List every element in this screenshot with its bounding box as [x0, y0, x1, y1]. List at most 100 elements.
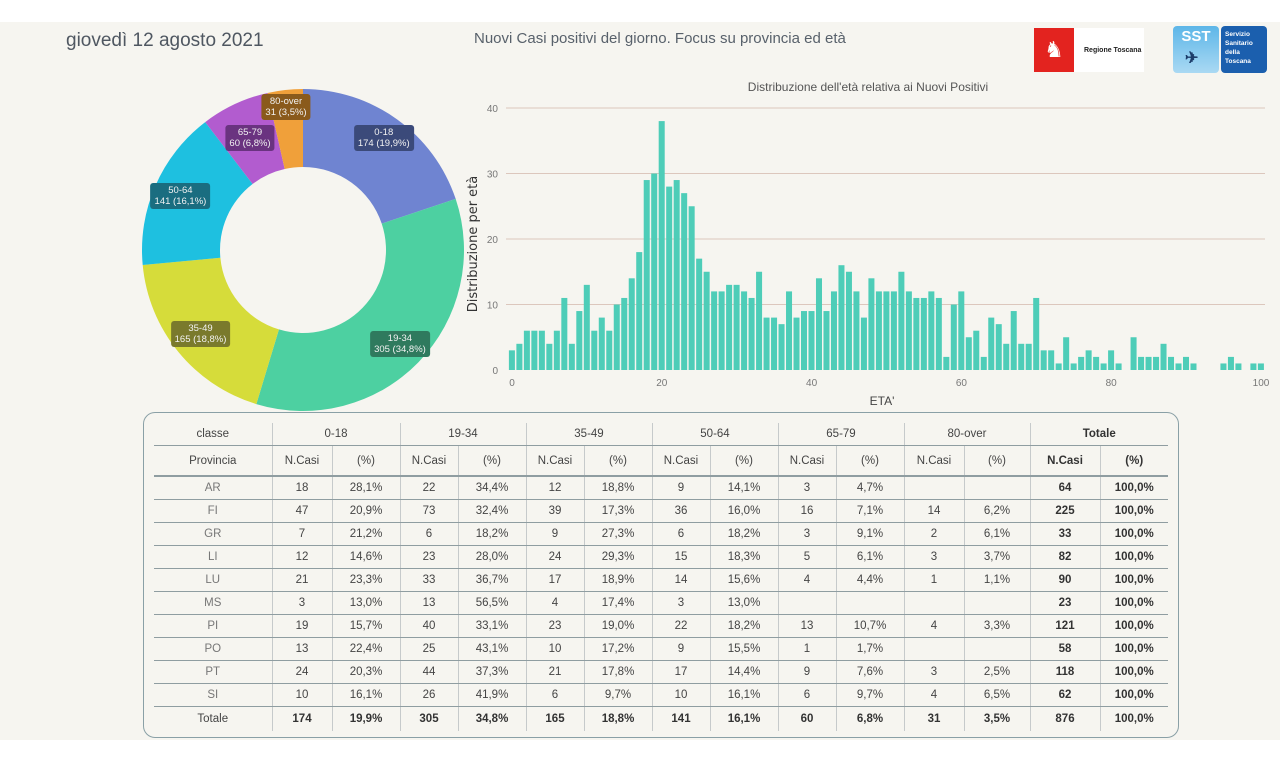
histogram-bar[interactable] — [1085, 350, 1092, 370]
histogram-bar[interactable] — [1130, 337, 1137, 370]
histogram-bar[interactable] — [815, 278, 822, 370]
histogram-bar[interactable] — [508, 350, 515, 370]
histogram-bar[interactable] — [568, 343, 575, 370]
histogram-bar[interactable] — [771, 317, 778, 370]
histogram-bar[interactable] — [1235, 363, 1242, 370]
histogram-bar[interactable] — [1040, 350, 1047, 370]
histogram-bar[interactable] — [763, 317, 770, 370]
histogram-bar[interactable] — [1153, 356, 1160, 370]
histogram-bar[interactable] — [1100, 363, 1107, 370]
histogram-bar[interactable] — [830, 291, 837, 370]
histogram-bar[interactable] — [905, 291, 912, 370]
histogram-bar[interactable] — [860, 317, 867, 370]
histogram-bar[interactable] — [1070, 363, 1077, 370]
histogram-bar[interactable] — [980, 356, 987, 370]
histogram-bar[interactable] — [801, 311, 808, 370]
value-cell: 3 — [778, 476, 837, 500]
histogram-bar[interactable] — [1138, 356, 1145, 370]
histogram-bar[interactable] — [1025, 343, 1032, 370]
histogram-bar[interactable] — [658, 121, 665, 370]
histogram-bar[interactable] — [1033, 297, 1040, 370]
histogram-bar[interactable] — [1182, 356, 1190, 370]
histogram-bar[interactable] — [606, 330, 613, 370]
histogram-bar[interactable] — [965, 337, 972, 370]
histogram-bar[interactable] — [988, 317, 995, 370]
histogram-bar[interactable] — [1018, 343, 1025, 370]
histogram-bar[interactable] — [845, 271, 852, 370]
histogram-bar[interactable] — [673, 180, 680, 370]
histogram-bar[interactable] — [778, 324, 785, 370]
histogram-bar[interactable] — [591, 330, 598, 370]
histogram-bar[interactable] — [853, 291, 860, 370]
histogram-bar[interactable] — [883, 291, 890, 370]
histogram-bar[interactable] — [1108, 350, 1115, 370]
histogram-bar[interactable] — [546, 343, 553, 370]
histogram-bar[interactable] — [1257, 363, 1264, 370]
histogram-bar[interactable] — [651, 173, 658, 371]
histogram-bar[interactable] — [726, 284, 733, 370]
histogram-bar[interactable] — [1168, 356, 1175, 370]
histogram-bar[interactable] — [1010, 311, 1017, 370]
histogram-bar[interactable] — [1078, 356, 1085, 370]
histogram-bar[interactable] — [711, 291, 718, 370]
histogram-bar[interactable] — [898, 271, 905, 370]
histogram-bar[interactable] — [793, 317, 800, 370]
histogram-bar[interactable] — [823, 311, 830, 370]
histogram-bar[interactable] — [868, 278, 875, 370]
histogram-bar[interactable] — [681, 193, 688, 370]
histogram-bar[interactable] — [703, 271, 710, 370]
histogram-bar[interactable] — [718, 291, 725, 370]
histogram-bar[interactable] — [920, 297, 927, 370]
histogram-bar[interactable] — [1250, 363, 1257, 370]
value-cell: 13 — [400, 591, 459, 615]
histogram-bar[interactable] — [1220, 363, 1227, 370]
histogram-bar[interactable] — [523, 330, 530, 370]
histogram-bar[interactable] — [1048, 350, 1055, 370]
histogram-bar[interactable] — [1227, 356, 1234, 370]
histogram-bar[interactable] — [576, 311, 583, 370]
histogram-bar[interactable] — [838, 265, 845, 370]
histogram-bar[interactable] — [598, 317, 605, 370]
histogram-bar[interactable] — [516, 343, 523, 370]
histogram-bar[interactable] — [913, 297, 920, 370]
histogram-bar[interactable] — [613, 304, 620, 371]
donut-slice-0-18[interactable] — [303, 89, 456, 224]
histogram-bar[interactable] — [531, 330, 538, 370]
histogram-bar[interactable] — [756, 271, 763, 370]
histogram-bar[interactable] — [1055, 363, 1062, 370]
histogram-bar[interactable] — [928, 291, 935, 370]
histogram-bar[interactable] — [553, 330, 560, 370]
histogram-bar[interactable] — [973, 330, 980, 370]
histogram-bar[interactable] — [643, 180, 650, 370]
histogram-bar[interactable] — [636, 252, 643, 370]
histogram-bar[interactable] — [943, 356, 950, 370]
histogram-bar[interactable] — [1160, 343, 1167, 370]
histogram-bar[interactable] — [748, 297, 755, 370]
histogram-bar[interactable] — [628, 278, 635, 370]
histogram-bar[interactable] — [808, 311, 815, 370]
histogram-bar[interactable] — [958, 291, 965, 370]
histogram-bar[interactable] — [786, 291, 793, 370]
histogram-bar[interactable] — [995, 324, 1002, 370]
histogram-bar[interactable] — [1093, 356, 1100, 370]
histogram-bar[interactable] — [733, 284, 740, 370]
histogram-bar[interactable] — [1190, 363, 1197, 370]
histogram-bar[interactable] — [1003, 343, 1010, 370]
histogram-bar[interactable] — [666, 186, 673, 370]
histogram-bar[interactable] — [1175, 363, 1182, 370]
donut-slice-19-34[interactable] — [256, 198, 465, 412]
histogram-bar[interactable] — [1115, 363, 1122, 370]
histogram-bar[interactable] — [875, 291, 882, 370]
histogram-bar[interactable] — [538, 330, 545, 370]
histogram-bar[interactable] — [583, 284, 590, 370]
histogram-bar[interactable] — [1145, 356, 1152, 370]
histogram-bar[interactable] — [890, 291, 897, 370]
histogram-bar[interactable] — [741, 291, 748, 370]
histogram-bar[interactable] — [935, 297, 942, 370]
histogram-bar[interactable] — [696, 258, 703, 370]
histogram-bar[interactable] — [688, 206, 695, 370]
histogram-bar[interactable] — [950, 304, 957, 371]
histogram-bar[interactable] — [561, 297, 568, 370]
histogram-bar[interactable] — [621, 297, 628, 370]
histogram-bar[interactable] — [1063, 337, 1070, 370]
